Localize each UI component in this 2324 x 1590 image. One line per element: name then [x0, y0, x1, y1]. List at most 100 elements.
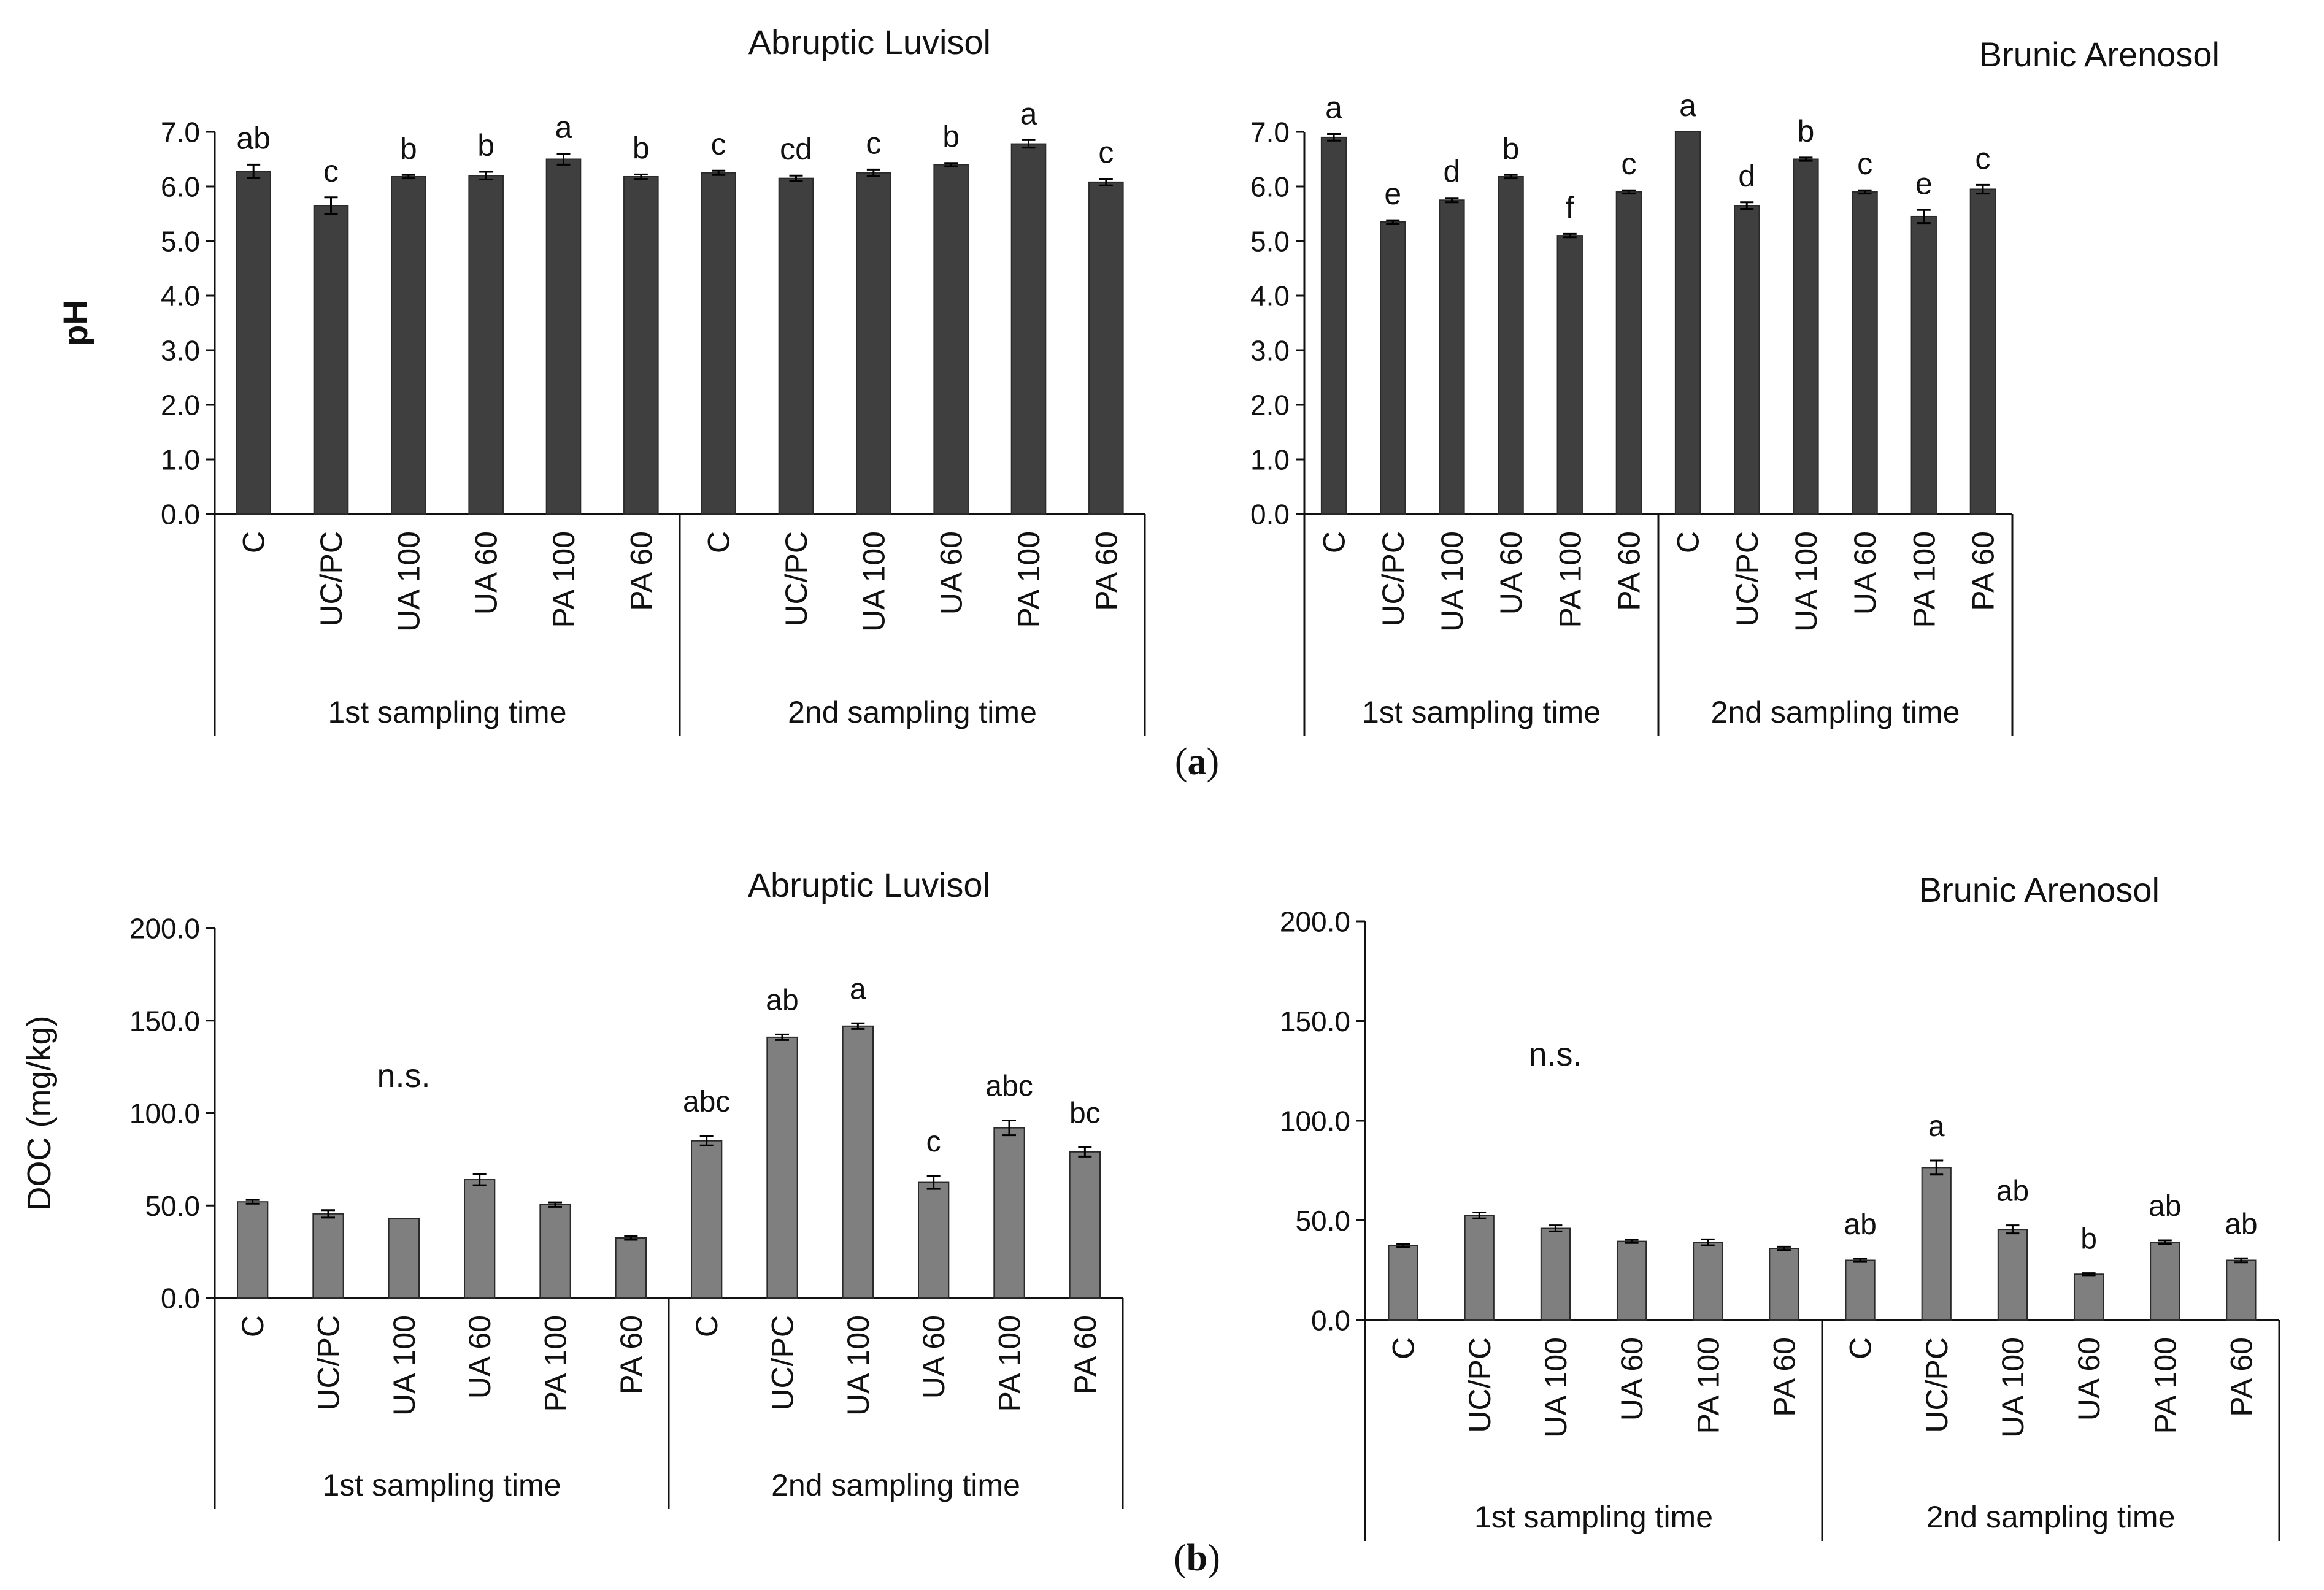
category-label: UA 100 [1539, 1337, 1573, 1438]
bar [1769, 1248, 1799, 1321]
category-label: PA 60 [614, 1315, 648, 1395]
bar [1910, 215, 1937, 515]
significance-letter: c [1621, 147, 1636, 181]
significance-letter: b [477, 128, 494, 163]
chart-doc-abruptic-luvisol: Abruptic Luvisol DOC (mg/kg) 0.0 50.0 100.0 1… [21, 866, 1124, 1509]
y-tick-label: 100.0 [129, 1097, 200, 1129]
category-label: C [237, 531, 271, 553]
significance-letter: ab [1844, 1208, 1876, 1241]
category-label: PA 60 [1089, 531, 1123, 611]
significance-letter: b [2080, 1223, 2097, 1256]
chart-doc-brunic-arenosol: Brunic Arenosol 0.0 50.0 100.0 150.0 200.0 C UC… [1280, 870, 2280, 1541]
significance-letter: bc [1069, 1097, 1101, 1129]
category-label: PA 100 [1691, 1337, 1725, 1434]
significance-letter: a [1020, 96, 1037, 131]
category-label: C [690, 1315, 724, 1337]
bar [1464, 1215, 1495, 1321]
category-label: PA 60 [1966, 531, 2000, 611]
significance-letter: c [323, 154, 339, 188]
bar [1997, 1229, 2028, 1321]
significance-letter: abc [985, 1070, 1033, 1103]
bar [1852, 191, 1878, 515]
chart-title: Abruptic Luvisol [748, 23, 991, 61]
significance-letter: d [1738, 159, 1755, 193]
significance-letter: c [711, 127, 726, 161]
bar [691, 1140, 723, 1299]
bar [918, 1181, 950, 1299]
y-tick-label: 4.0 [1250, 280, 1290, 312]
category-label: UA 100 [391, 531, 426, 632]
bar [1388, 1245, 1418, 1321]
bar [1010, 143, 1047, 515]
y-tick-label: 200.0 [129, 913, 200, 945]
chart-title: Abruptic Luvisol [748, 866, 990, 904]
bar [468, 175, 504, 515]
y-tick-label: 7.0 [1250, 117, 1290, 148]
category-label: PA 100 [1907, 531, 1941, 628]
category-label: UA 100 [1789, 531, 1823, 632]
bar [1969, 188, 1996, 515]
category-label: UC/PC [1376, 531, 1410, 627]
bar [1069, 1151, 1101, 1299]
bar [1921, 1167, 1952, 1321]
group-label: 1st sampling time [1362, 695, 1601, 729]
significance-letter: a [1928, 1110, 1945, 1143]
category-label: UC/PC [1730, 531, 1764, 627]
category-label: UA 60 [1494, 531, 1528, 615]
category-label: PA 100 [1012, 531, 1046, 628]
y-axis-label: pH [56, 300, 94, 346]
y-tick-label: 0.0 [1311, 1305, 1350, 1337]
significance-letter: c [866, 126, 881, 160]
category-label: PA 100 [993, 1315, 1027, 1412]
y-tick-label: 3.0 [1250, 335, 1290, 367]
category-label: UC/PC [312, 1315, 346, 1411]
group-label: 1st sampling time [322, 1468, 561, 1502]
bar [1320, 136, 1347, 515]
category-label: UA 60 [934, 531, 969, 615]
significance-letter: b [400, 131, 417, 166]
bar [2150, 1242, 2180, 1321]
bar [236, 171, 271, 515]
y-tick-label: 0.0 [1250, 499, 1290, 531]
y-tick-label: 4.0 [161, 280, 200, 312]
bar [1674, 131, 1701, 515]
bar [701, 172, 736, 515]
bar [2073, 1273, 2104, 1321]
bar [1540, 1227, 1571, 1321]
bar [2226, 1259, 2257, 1321]
bar [1734, 205, 1760, 515]
chart-ph-brunic-arenosol: Brunic Arenosol 0.0 1.0 2.0 3.0 4.0 5.0 6.0 7.0 a… [1250, 35, 2220, 736]
significance-letter: c [1098, 136, 1114, 170]
significance-letter: a [850, 973, 866, 1005]
bar [993, 1127, 1025, 1299]
bar [933, 164, 969, 515]
bar [1556, 235, 1583, 515]
category-label: UA 60 [2072, 1337, 2106, 1421]
bar [388, 1218, 420, 1299]
bar [1380, 221, 1406, 515]
significance-letter: f [1566, 190, 1574, 225]
panel-label-a: (a) [1175, 741, 1219, 783]
significance-letter: a [1325, 91, 1342, 125]
bar [1693, 1242, 1723, 1321]
y-tick-label: 50.0 [1295, 1205, 1350, 1237]
category-label: C [702, 531, 736, 553]
y-tick-label: 150.0 [1280, 1005, 1350, 1037]
category-label: UA 60 [1615, 1337, 1649, 1421]
chart-title: Brunic Arenosol [1919, 870, 2160, 909]
bar [1793, 158, 1819, 515]
bar [623, 175, 659, 515]
bar [1616, 1240, 1647, 1321]
y-tick-label: 7.0 [161, 117, 200, 148]
group-label: 2nd sampling time [771, 1468, 1020, 1502]
bar [1498, 175, 1524, 515]
bar [1845, 1259, 1876, 1321]
chart-ph-abruptic-luvisol: Abruptic Luvisol pH 0.0 1.0 2.0 3.0 4.0 5.0 6.0 7… [56, 23, 1146, 736]
bar [545, 158, 582, 515]
category-label: PA 60 [1767, 1337, 1801, 1417]
category-label: C [1317, 531, 1352, 553]
category-label: C [1387, 1337, 1421, 1359]
category-label: UA 60 [463, 1315, 497, 1399]
significance-letter: a [1679, 88, 1696, 123]
category-label: C [236, 1315, 270, 1337]
